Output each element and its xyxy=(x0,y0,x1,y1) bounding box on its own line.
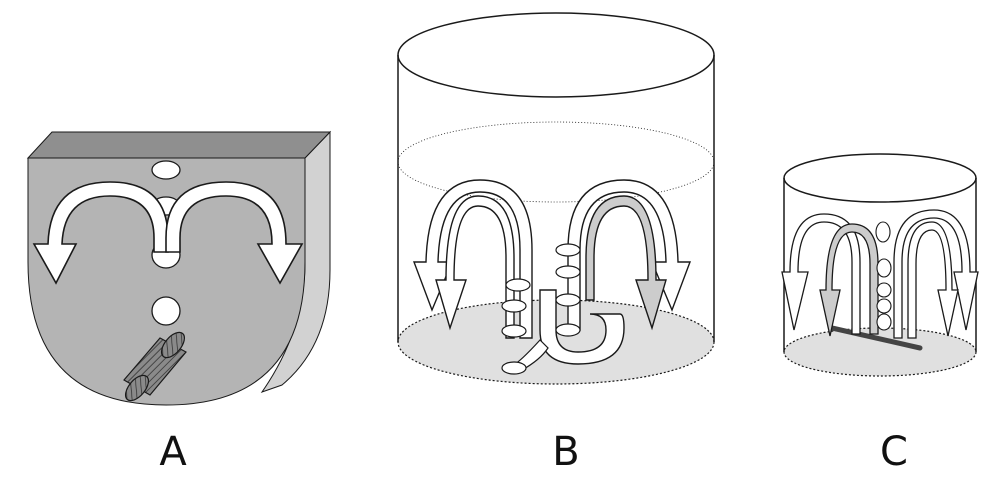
bubble xyxy=(555,293,581,307)
bubble xyxy=(501,361,527,375)
bubble xyxy=(505,278,531,292)
panel-a-vessel xyxy=(26,130,332,406)
ring-sparger xyxy=(539,289,625,365)
bubble xyxy=(876,282,892,298)
bubble xyxy=(875,221,891,243)
circulation-arrow-left-outer xyxy=(412,179,533,339)
circulation-arrow-left-inner xyxy=(819,223,879,337)
panel-label-a: A xyxy=(159,429,187,475)
bubble xyxy=(555,323,581,337)
circulation-arrow-right-outer xyxy=(567,179,692,331)
circulation-arrow-right-outer xyxy=(893,209,979,339)
bubble xyxy=(876,258,892,278)
panel-c-vessel xyxy=(781,153,979,377)
bubble xyxy=(151,296,181,326)
vessel-a-front-face xyxy=(27,157,306,406)
bubble xyxy=(876,298,892,314)
bubble xyxy=(555,243,581,257)
circulation-arrow-right xyxy=(165,181,304,285)
bar-sparger xyxy=(829,325,923,351)
vessel-a-top-face xyxy=(26,131,332,159)
circulation-arrow-left-outer xyxy=(781,213,861,335)
circulation-arrow-left-inner xyxy=(435,195,515,339)
panel-label-c: C xyxy=(880,429,908,475)
bubble xyxy=(151,160,181,180)
bubble xyxy=(555,265,581,279)
vessel-b-liquid-surface xyxy=(397,121,715,203)
vessel-c-rim xyxy=(783,153,977,203)
bubble xyxy=(501,299,527,313)
circulation-arrow-left xyxy=(32,181,169,285)
bubble xyxy=(501,324,527,338)
panel-label-b: B xyxy=(552,429,580,475)
panel-b-vessel xyxy=(397,12,715,385)
circulation-arrow-right-inner xyxy=(907,221,959,339)
bubble xyxy=(876,313,892,331)
vessel-b-rim xyxy=(397,12,715,98)
circulation-arrow-right-inner xyxy=(585,195,667,331)
gas-sparger xyxy=(123,331,187,402)
